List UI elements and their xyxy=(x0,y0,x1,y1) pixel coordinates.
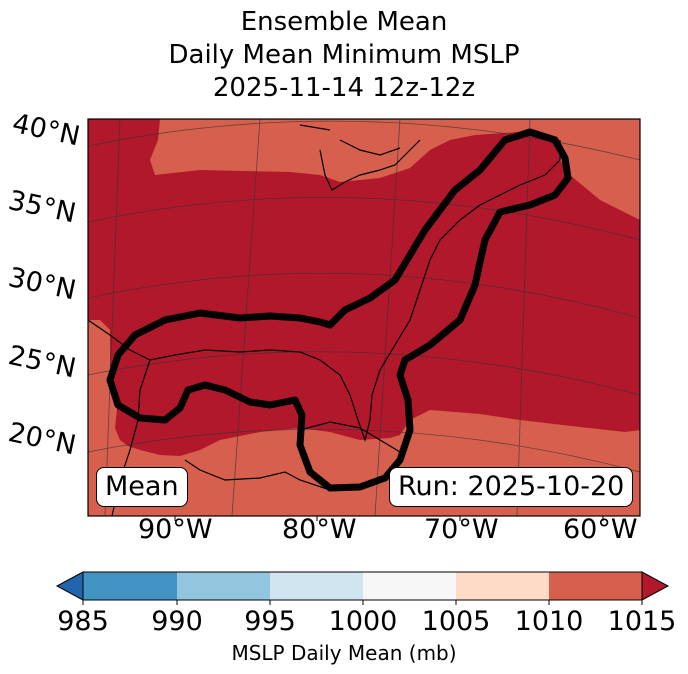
lon-label-70w: 70°W xyxy=(424,514,499,545)
lon-ticks xyxy=(174,516,604,521)
colorbar-tick-1010: 1010 xyxy=(514,606,584,637)
title-line-1: Ensemble Mean xyxy=(240,7,448,37)
colorbar-tick-1000: 1000 xyxy=(328,606,398,637)
map-frame xyxy=(87,118,641,517)
north-east-high-zone xyxy=(560,119,640,205)
lon-label-80w: 80°W xyxy=(282,514,357,545)
colorbar-under-arrow xyxy=(55,571,84,601)
title-line-2: Daily Mean Minimum MSLP xyxy=(168,40,520,70)
colorbar xyxy=(55,571,670,605)
colorbar-segment xyxy=(83,572,177,600)
colorbar-tick-985: 985 xyxy=(57,606,109,637)
colorbar-tick-1015: 1015 xyxy=(607,606,677,637)
colorbar-segment xyxy=(549,572,642,600)
lon-label-90w: 90°W xyxy=(138,514,213,545)
mean-label-box: Mean xyxy=(96,467,188,507)
pressure-contour xyxy=(106,128,572,492)
colorbar-tick-995: 995 xyxy=(244,606,296,637)
run-date-box: Run: 2025-10-20 xyxy=(389,467,634,507)
map-area xyxy=(88,119,640,516)
lon-label-60w: 60°W xyxy=(563,514,638,545)
colorbar-tick-990: 990 xyxy=(151,606,203,637)
colorbar-segment xyxy=(177,572,270,600)
colorbar-over-arrow xyxy=(641,571,670,601)
colorbar-segment xyxy=(456,572,549,600)
colorbar-segment xyxy=(270,572,363,600)
title-line-3: 2025-11-14 12z-12z xyxy=(212,73,476,103)
colorbar-label: MSLP Daily Mean (mb) xyxy=(231,641,457,665)
colorbar-tick-1005: 1005 xyxy=(421,606,491,637)
colorbar-segment xyxy=(363,572,456,600)
low-pressure-region xyxy=(88,119,640,456)
